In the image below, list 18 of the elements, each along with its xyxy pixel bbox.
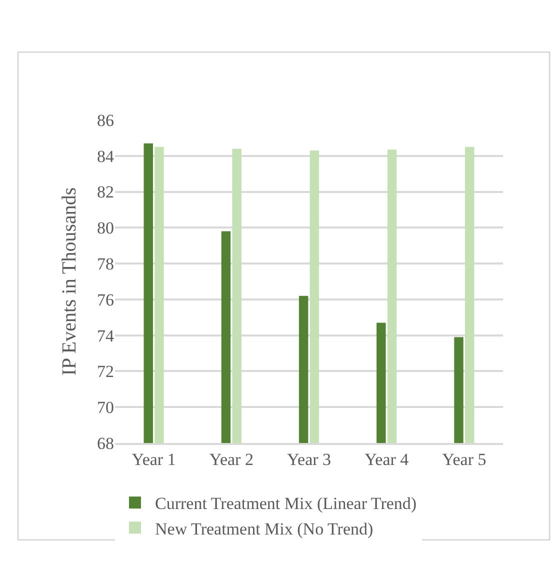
x-tick-label: Year 3 [286, 450, 332, 470]
x-tick-label: Year 5 [442, 450, 486, 470]
y-tick-label: 80 [97, 218, 114, 238]
y-tick-label: 68 [97, 434, 114, 453]
y-tick-label: 74 [97, 326, 114, 346]
y-tick-label: 78 [97, 254, 114, 274]
y-tick-label: 82 [97, 182, 114, 202]
x-tick-label: Year 2 [209, 450, 254, 470]
legend-label: Current Treatment Mix (Linear Trend) [155, 494, 417, 514]
y-axis-title: IP Events in Thousands [58, 187, 80, 376]
legend-label: New Treatment Mix (No Trend) [155, 519, 374, 538]
y-tick-label: 84 [97, 146, 114, 166]
y-tick-label: 70 [97, 398, 114, 418]
x-tick-label: Year 1 [132, 450, 176, 470]
y-tick-label: 86 [97, 110, 114, 130]
x-tick-label: Year 4 [364, 450, 410, 470]
y-tick-label: 72 [97, 362, 114, 382]
y-tick-label: 76 [97, 290, 114, 310]
